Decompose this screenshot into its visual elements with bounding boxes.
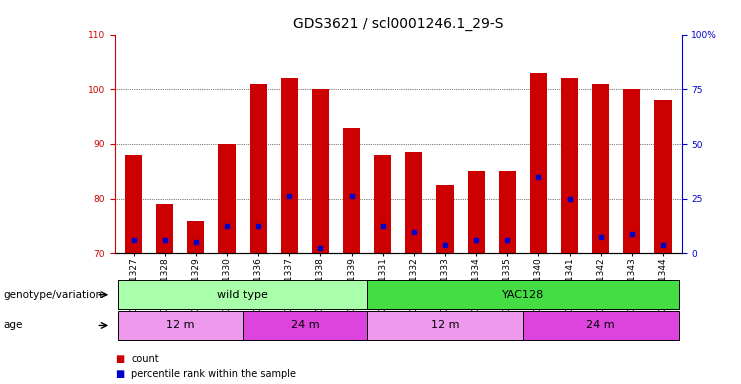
Bar xyxy=(187,220,205,253)
Bar xyxy=(530,73,547,253)
Bar xyxy=(281,78,298,253)
Bar xyxy=(623,89,640,253)
Text: 24 m: 24 m xyxy=(290,320,319,331)
Bar xyxy=(499,171,516,253)
Bar xyxy=(405,152,422,253)
Text: ■: ■ xyxy=(115,354,124,364)
Text: YAC128: YAC128 xyxy=(502,290,544,300)
Bar xyxy=(561,78,578,253)
Bar xyxy=(156,204,173,253)
Text: percentile rank within the sample: percentile rank within the sample xyxy=(131,369,296,379)
Bar xyxy=(592,84,609,253)
Bar xyxy=(343,127,360,253)
Text: 12 m: 12 m xyxy=(431,320,459,331)
Bar xyxy=(654,100,671,253)
Text: 24 m: 24 m xyxy=(586,320,615,331)
Text: age: age xyxy=(4,320,23,331)
Title: GDS3621 / scl0001246.1_29-S: GDS3621 / scl0001246.1_29-S xyxy=(293,17,504,31)
Bar xyxy=(436,185,453,253)
Text: genotype/variation: genotype/variation xyxy=(4,290,103,300)
Bar xyxy=(374,155,391,253)
Text: ■: ■ xyxy=(115,369,124,379)
Bar xyxy=(312,89,329,253)
Bar xyxy=(250,84,267,253)
Text: count: count xyxy=(131,354,159,364)
Text: wild type: wild type xyxy=(217,290,268,300)
Text: 12 m: 12 m xyxy=(166,320,194,331)
Bar xyxy=(219,144,236,253)
Bar xyxy=(125,155,142,253)
Bar xyxy=(468,171,485,253)
